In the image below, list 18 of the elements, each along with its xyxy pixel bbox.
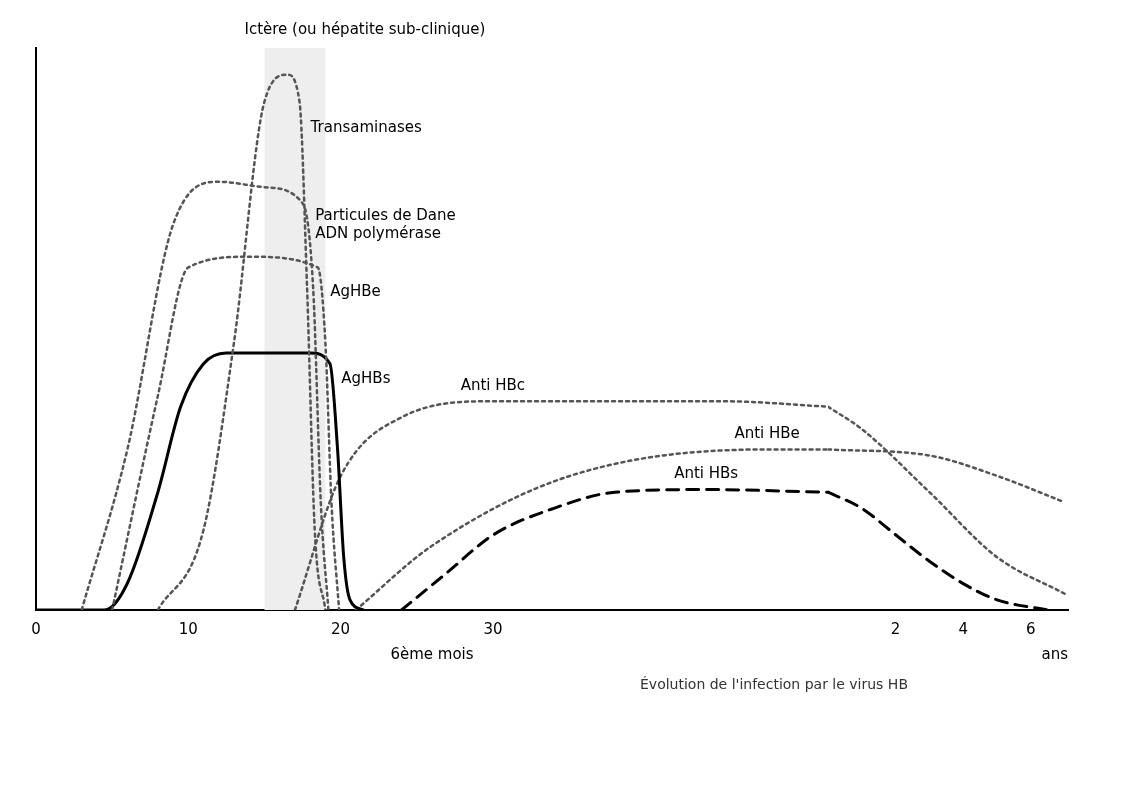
x-tick-label: 10: [178, 619, 198, 638]
series-label: Anti HBe: [734, 423, 800, 442]
x-tick-label: 20: [331, 619, 351, 638]
series-label: Transaminases: [309, 118, 422, 137]
x-tick-label: 0: [31, 619, 41, 638]
x-axis-title: ans: [1041, 644, 1069, 663]
series-label: Particules de Dane ADN polymérase: [315, 205, 456, 242]
text: Évolution de l'infection par le virus HB: [639, 675, 909, 692]
x-tick-label: 4: [958, 619, 968, 638]
series-label: AgHBe: [330, 281, 381, 300]
series-label: AgHBs: [341, 368, 391, 387]
x-tick-label: 30: [483, 619, 503, 638]
series-label: Anti HBs: [674, 463, 739, 482]
series-label: Anti HBc: [460, 375, 526, 394]
x-tick-label: 6: [1026, 619, 1036, 638]
x-axis-title: 6ème mois: [390, 644, 474, 663]
x-tick-label: 2: [890, 619, 901, 638]
band-label: Ictère (ou hépatite sub-clinique): [244, 20, 486, 39]
